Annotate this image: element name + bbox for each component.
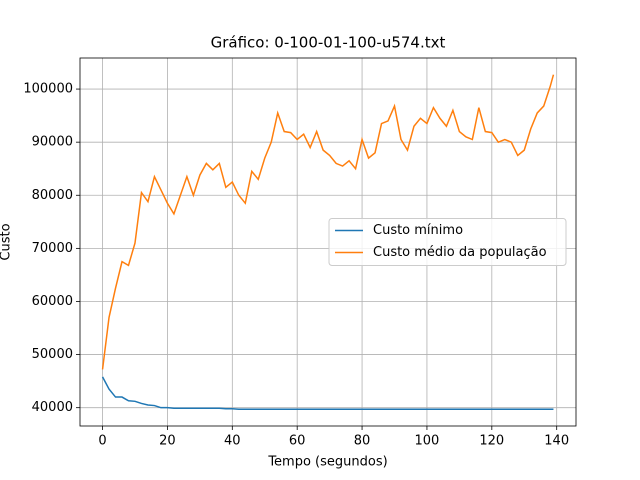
y-tick-label: 60000 <box>32 294 73 309</box>
y-tick-label: 40000 <box>32 400 73 415</box>
y-tick-label: 70000 <box>32 241 73 256</box>
x-tick-label: 0 <box>98 434 106 449</box>
legend-box <box>328 218 567 266</box>
x-tick-label: 120 <box>479 434 504 449</box>
y-tick-label: 100000 <box>23 82 73 97</box>
y-axis-label: Custo <box>0 223 14 260</box>
x-tick-label: 40 <box>224 434 241 449</box>
x-tick-label: 140 <box>544 434 569 449</box>
chart-title: Gráfico: 0-100-01-100-u574.txt <box>211 34 446 52</box>
x-axis-label: Tempo (segundos) <box>267 455 387 470</box>
x-tick-label: 80 <box>354 434 371 449</box>
legend-label: Custo mínimo <box>373 223 463 238</box>
data-line <box>101 376 554 411</box>
x-tick-label: 20 <box>159 434 176 449</box>
x-tick-label: 100 <box>415 434 440 449</box>
legend-label: Custo médio da população <box>373 245 547 260</box>
y-tick-label: 80000 <box>32 188 73 203</box>
x-tick-label: 60 <box>289 434 306 449</box>
y-tick-label: 50000 <box>32 347 73 362</box>
y-tick-label: 90000 <box>32 135 73 150</box>
data-line <box>101 74 555 370</box>
plot-frame <box>79 57 577 427</box>
